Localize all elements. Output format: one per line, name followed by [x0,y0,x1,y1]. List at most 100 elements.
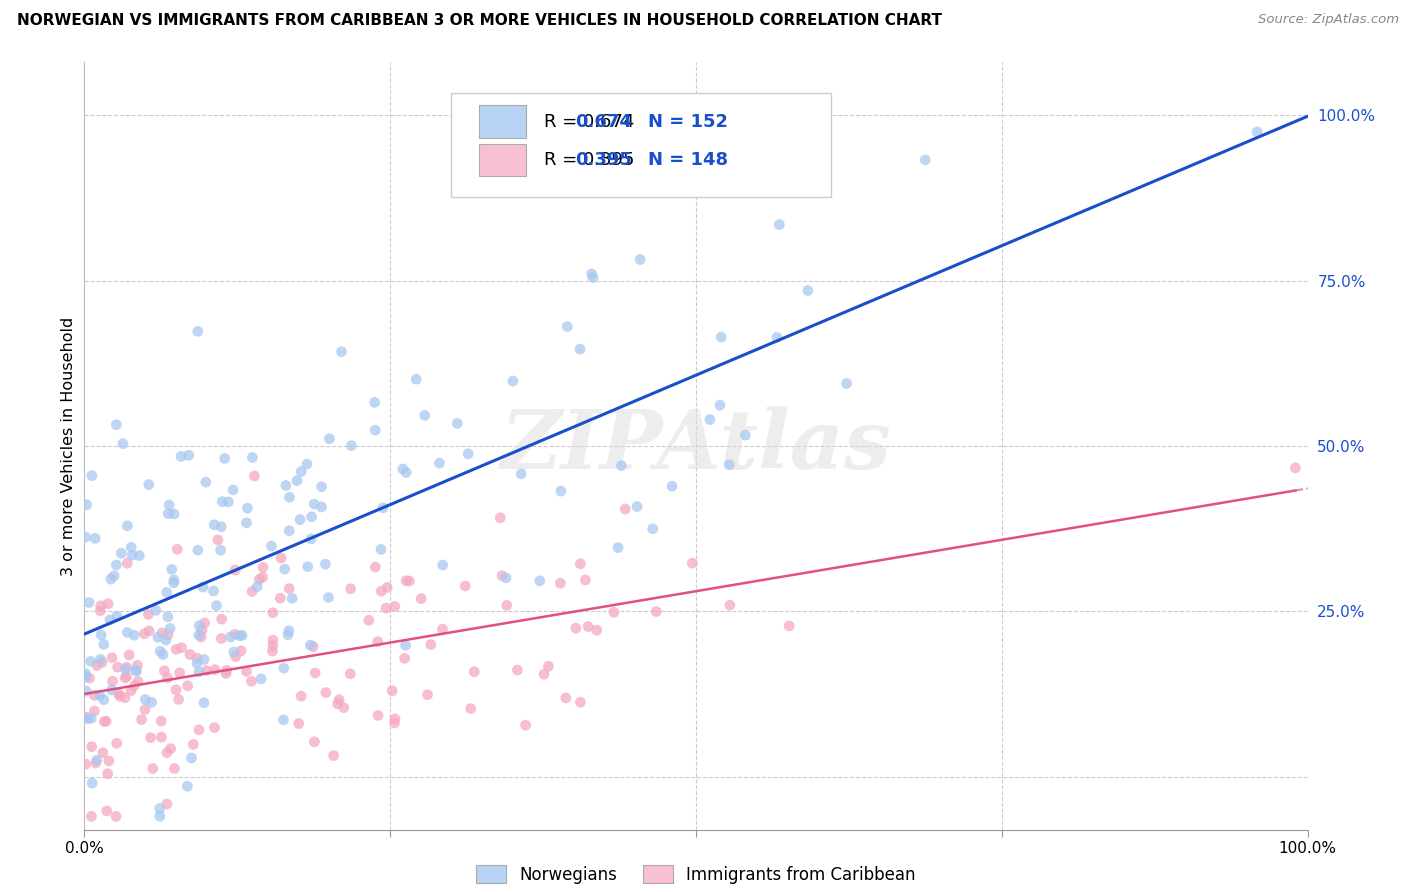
Point [202,583,225,598]
Point [304,665,326,680]
Point [290,465,312,479]
Point [187,543,209,558]
Point [214,451,236,466]
Point [357,613,380,627]
Point [225,649,247,664]
Point [502,374,524,388]
Point [250,672,273,686]
Point [311,480,333,494]
Point [278,582,301,596]
Point [120,540,142,554]
Point [585,623,607,637]
Point [231,628,253,642]
Point [163,575,186,590]
Point [150,714,173,728]
Point [550,484,572,499]
Point [186,651,208,665]
Point [188,665,211,679]
Legend: Norwegians, Immigrants from Caribbean: Norwegians, Immigrants from Caribbean [470,858,922,890]
Point [93,692,115,706]
Point [111,436,134,450]
Point [93,714,115,729]
Point [149,644,172,658]
Point [100,683,122,698]
Point [273,562,295,576]
Point [176,779,198,793]
Point [89,652,111,666]
Point [187,324,209,338]
Point [699,412,721,426]
Point [582,270,605,285]
Point [778,619,800,633]
Point [134,702,156,716]
Point [529,574,551,588]
Point [395,466,418,480]
Point [381,683,404,698]
Point [145,603,167,617]
Point [128,549,150,563]
Point [394,638,416,652]
Point [364,560,387,574]
Point [278,524,301,538]
Point [246,580,269,594]
Point [301,509,323,524]
Point [281,591,304,606]
Point [165,682,187,697]
Point [229,629,252,643]
Point [156,609,179,624]
Point [194,475,217,490]
Point [202,517,225,532]
Point [80,711,103,725]
Point [661,479,683,493]
Point [146,630,169,644]
Point [290,689,312,703]
Point [302,497,325,511]
Point [131,713,153,727]
Point [139,731,162,745]
Point [153,664,176,678]
Text: N = 152: N = 152 [648,112,728,130]
Point [506,663,529,677]
Point [278,490,301,504]
Point [91,746,114,760]
Point [569,695,592,709]
Point [188,723,211,737]
Point [326,697,349,711]
Point [193,696,215,710]
Point [413,409,436,423]
Point [322,748,344,763]
Point [457,447,479,461]
Point [97,754,120,768]
Point [108,690,131,704]
Point [157,628,180,642]
Point [574,573,596,587]
Point [554,690,576,705]
Point [299,532,322,546]
Point [454,579,477,593]
Point [134,692,156,706]
Text: N = 148: N = 148 [648,151,728,169]
Point [163,573,186,587]
Point [107,660,129,674]
Point [122,628,145,642]
Point [576,619,599,633]
Point [419,638,441,652]
Point [75,666,97,681]
Point [89,689,111,703]
Point [84,531,107,545]
Point [156,797,179,811]
Point [569,557,592,571]
Point [219,630,242,644]
Point [117,625,139,640]
Point [277,628,299,642]
Point [105,417,128,432]
Point [110,546,132,560]
Point [495,599,517,613]
Point [90,628,112,642]
Point [240,450,263,465]
Point [367,708,389,723]
Point [269,591,291,606]
Point [328,692,350,706]
Point [84,756,107,770]
Point [86,753,108,767]
